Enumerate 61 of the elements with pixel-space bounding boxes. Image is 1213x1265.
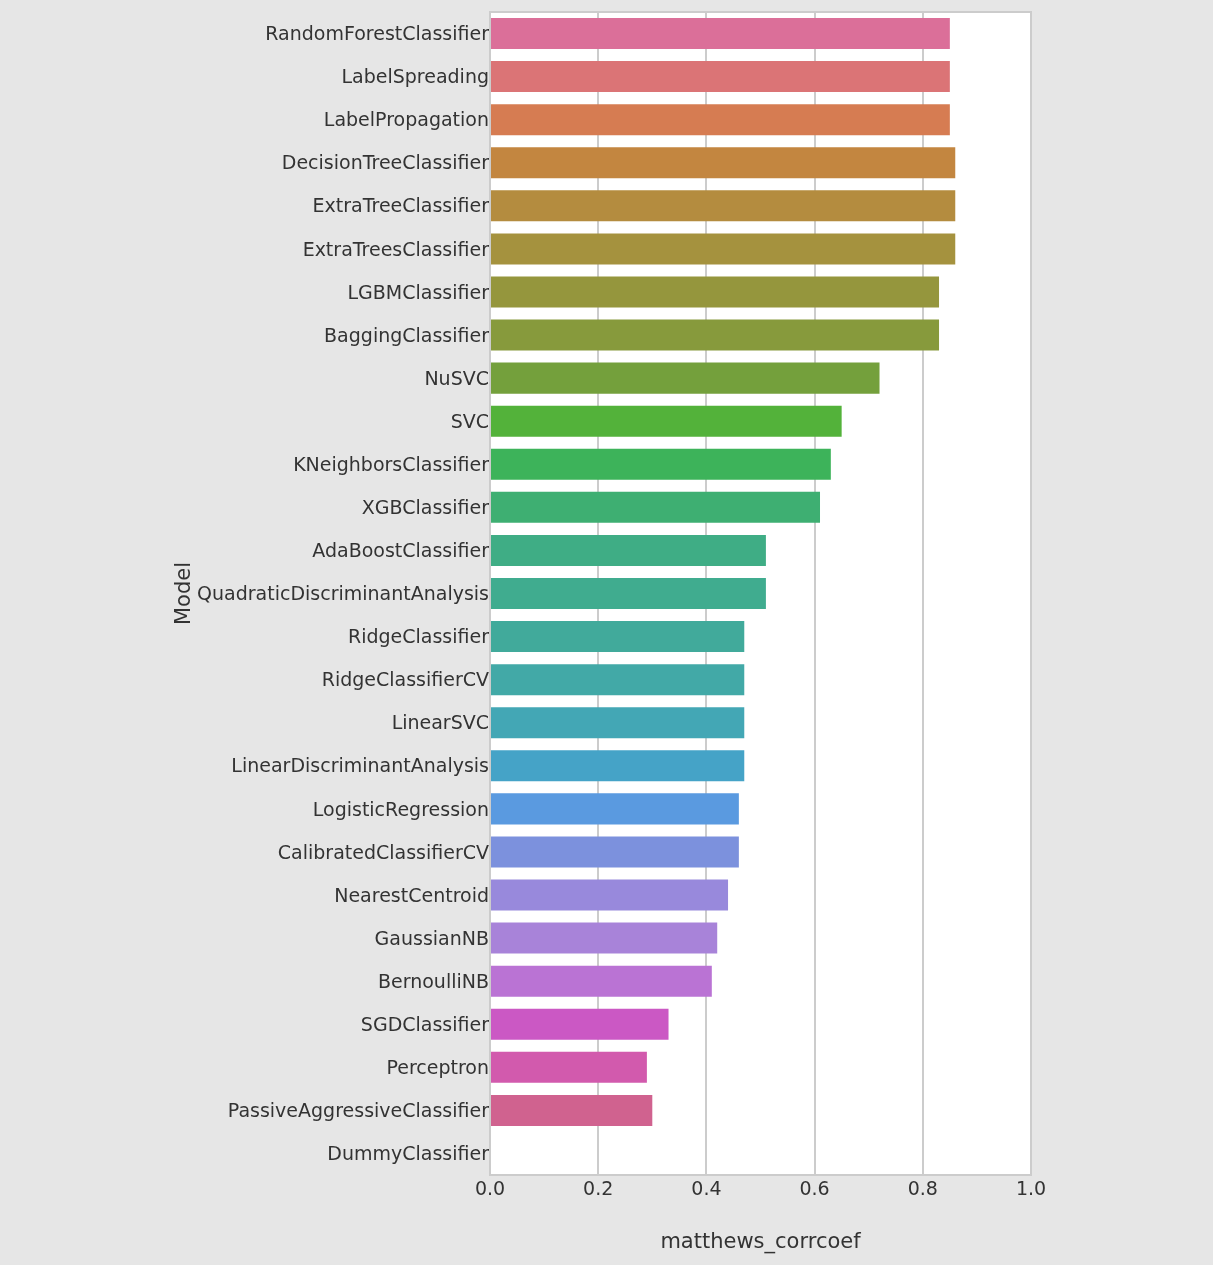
bar	[490, 534, 766, 566]
bar	[490, 1094, 653, 1126]
bar	[490, 621, 745, 653]
bar	[490, 879, 729, 911]
y-tick-label: QuadraticDiscriminantAnalysis	[197, 582, 489, 605]
y-tick-label: AdaBoostClassifier	[312, 539, 490, 562]
bar	[490, 18, 950, 50]
y-tick-label: LGBMClassifier	[347, 280, 490, 303]
y-tick-label: RidgeClassifier	[347, 625, 490, 648]
y-tick-label: DecisionTreeClassifier	[281, 151, 490, 174]
x-tick-label: 0.0	[474, 1177, 506, 1199]
y-tick-label: CalibratedClassifierCV	[277, 840, 489, 863]
x-tick-label: 0.4	[691, 1177, 722, 1199]
bar	[490, 233, 956, 265]
bar	[490, 750, 745, 782]
y-tick-label: RandomForestClassifier	[265, 22, 490, 45]
y-tick-label: XGBClassifier	[361, 496, 490, 518]
bar	[490, 1051, 647, 1083]
x-tick-label: 0.2	[583, 1177, 614, 1199]
bar	[490, 448, 831, 480]
bar	[490, 707, 745, 739]
bar	[490, 922, 718, 954]
bar	[490, 319, 940, 351]
y-tick-label: LogisticRegression	[312, 797, 489, 820]
y-axis-title: Model	[171, 561, 196, 626]
y-tick-label: LabelSpreading	[341, 65, 489, 88]
bar	[490, 965, 712, 997]
bar	[490, 362, 880, 394]
bar	[490, 147, 956, 179]
bar	[490, 664, 745, 696]
y-tick-label: NuSVC	[424, 366, 489, 389]
y-tick-label: BaggingClassifier	[324, 323, 490, 346]
bar	[490, 61, 950, 93]
bar	[490, 836, 739, 868]
y-tick-label: DummyClassifier	[327, 1142, 490, 1165]
x-tick-label: 0.8	[907, 1177, 938, 1199]
bar	[490, 1008, 669, 1040]
bar	[490, 405, 842, 437]
y-tick-label: BernoulliNB	[378, 969, 489, 992]
bar	[490, 190, 956, 222]
bar	[490, 577, 766, 610]
y-tick-label: KNeighborsClassifier	[293, 452, 490, 475]
x-axis-title: matthews_corrcoef	[660, 1229, 862, 1254]
x-tick-label: 0.6	[799, 1177, 830, 1199]
bar	[490, 276, 940, 308]
y-tick-label: GaussianNB	[374, 926, 489, 949]
y-tick-label: LinearDiscriminantAnalysis	[231, 754, 489, 777]
y-tick-label: NearestCentroid	[334, 883, 489, 906]
x-tick-label: 1.0	[1015, 1177, 1047, 1199]
bar	[490, 104, 950, 136]
y-tick-label: Perceptron	[386, 1055, 489, 1078]
y-tick-label: SVC	[450, 409, 489, 432]
y-tick-label: SGDClassifier	[360, 1012, 490, 1035]
y-tick-label: ExtraTreesClassifier	[302, 237, 490, 260]
bar	[490, 491, 821, 523]
y-tick-label: LabelPropagation	[323, 108, 489, 131]
y-tick-label: RidgeClassifierCV	[321, 668, 489, 691]
y-tick-label: LinearSVC	[391, 711, 489, 734]
y-tick-label: PassiveAggressiveClassifier	[227, 1099, 490, 1122]
y-tick-label: ExtraTreeClassifier	[312, 194, 490, 217]
bar	[490, 793, 739, 825]
